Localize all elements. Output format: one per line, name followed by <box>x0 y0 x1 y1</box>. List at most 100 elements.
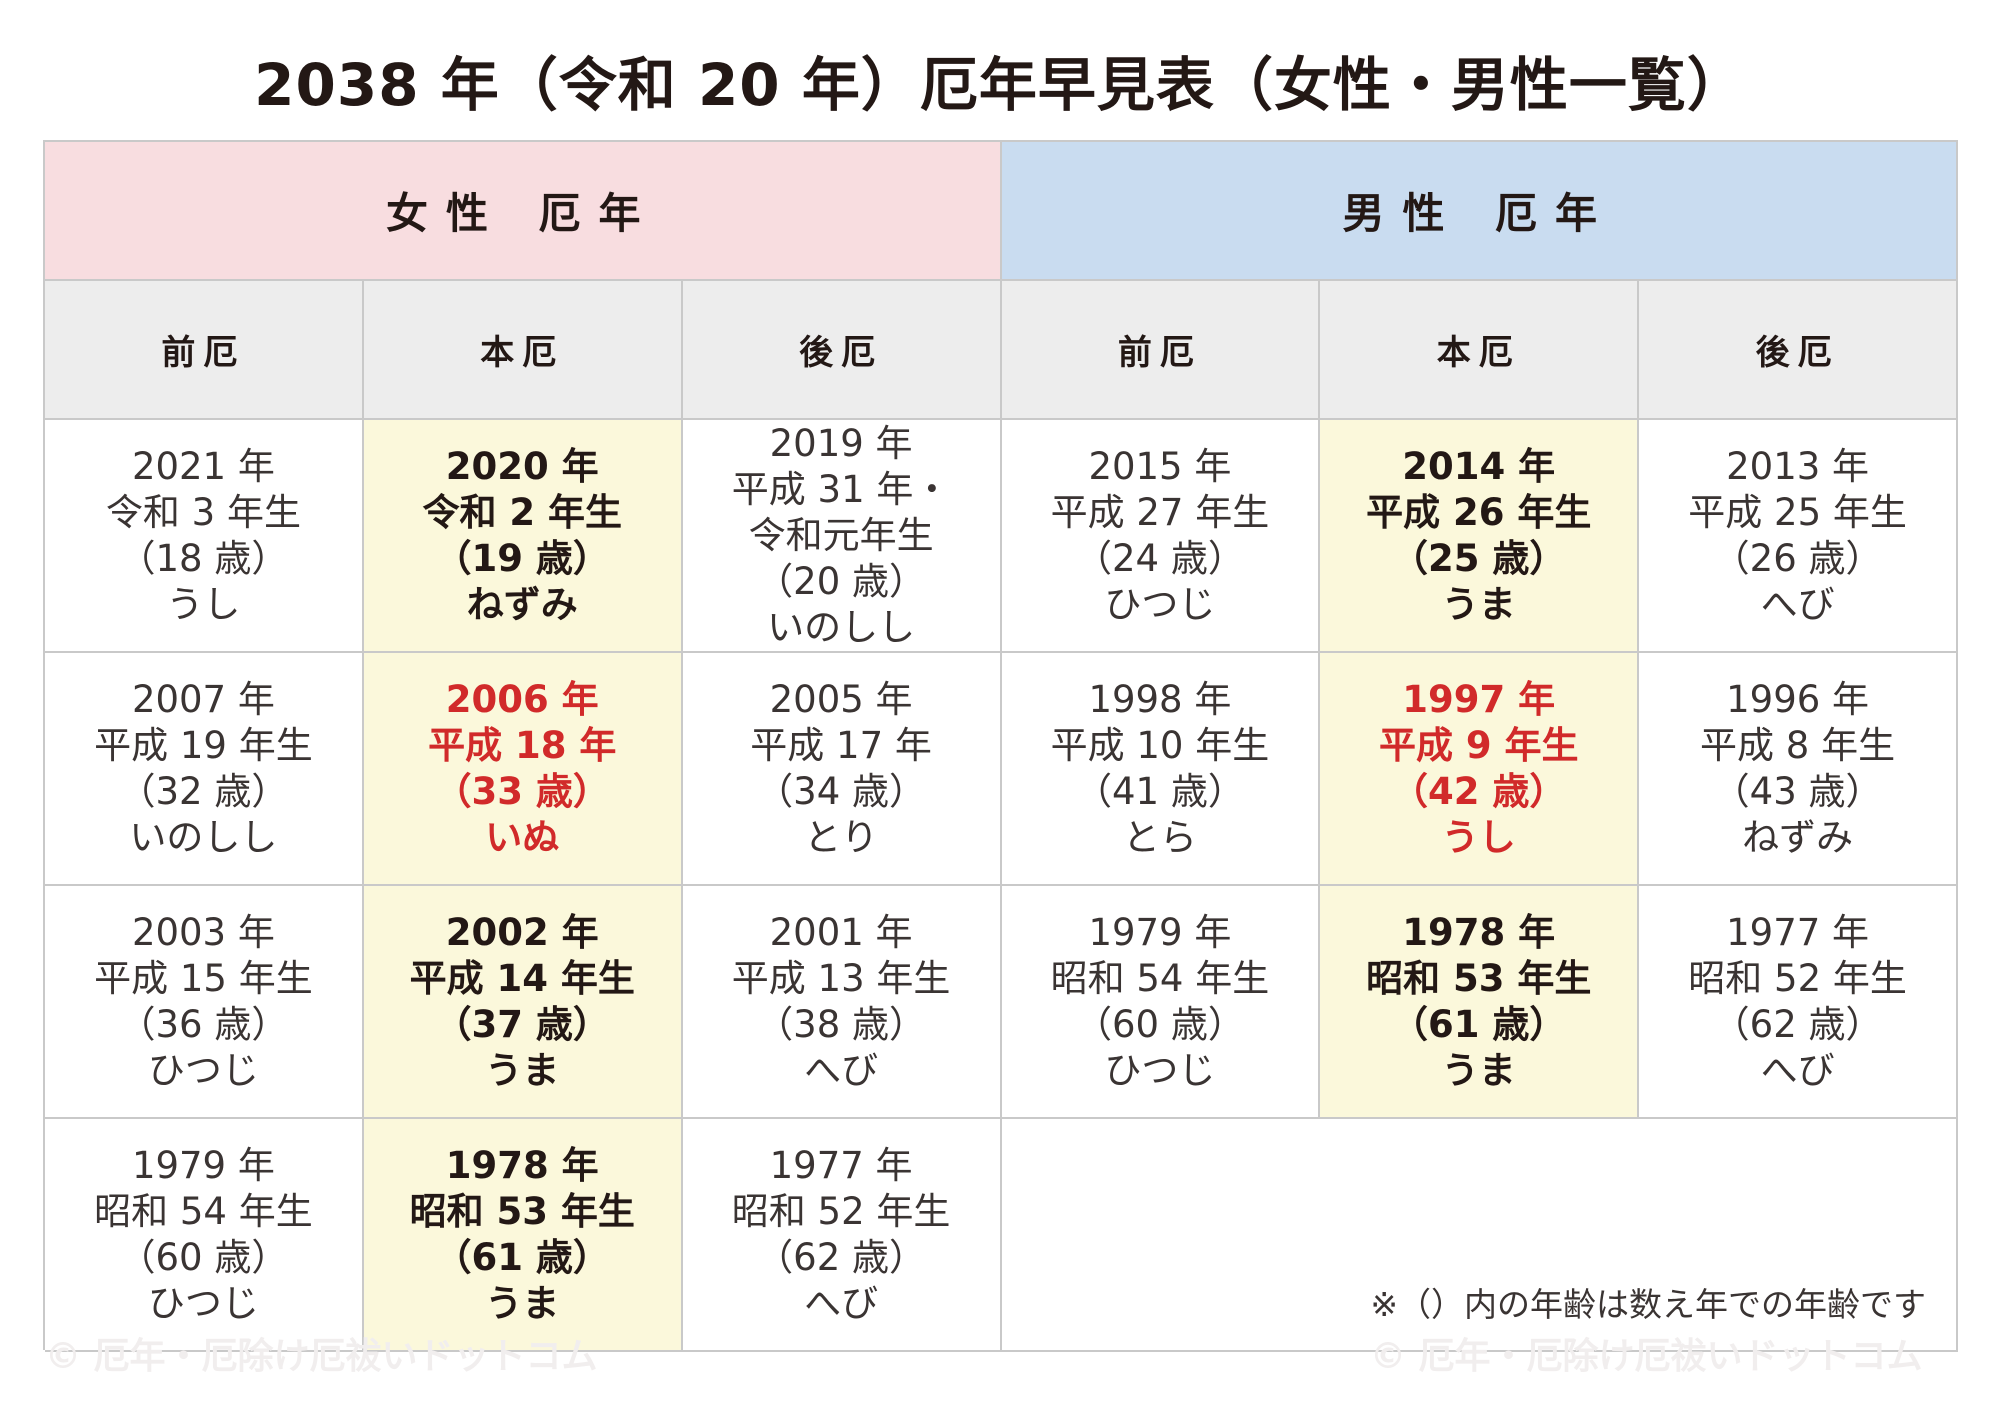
cell-line: 平成 17 年 <box>750 723 932 767</box>
cell-line: 平成 9 年生 <box>1378 723 1579 767</box>
cell-line: （20 歳） <box>756 559 926 603</box>
cell-line: うま <box>485 1048 560 1092</box>
cell-line: （37 歳） <box>434 1002 610 1046</box>
age-note: ※（）内の年齢は数え年での年齢です <box>1370 1285 1926 1324</box>
cell-line: 令和 3 年生 <box>105 490 301 534</box>
cell-line: いのしし <box>767 605 916 649</box>
female-yakudoshi-header: 女性 厄年 <box>45 142 1002 281</box>
page-title: 2038 年（令和 20 年）厄年早見表（女性・男性一覧） <box>254 51 1746 119</box>
table-cell: 2007 年 平成 19 年生 （32 歳） いのしし <box>45 653 364 886</box>
cell-line: 2005 年 <box>769 677 913 721</box>
table-cell: 2019 年 平成 31 年・ 令和元年生 （20 歳） いのしし <box>682 420 1002 653</box>
cell-line: （19 歳） <box>434 536 610 580</box>
cell-line: 平成 18 年 <box>428 723 617 767</box>
table-cell: 1977 年 昭和 52 年生 （62 歳） へび <box>682 1119 1002 1352</box>
cell-line: 1998 年 <box>1088 677 1232 721</box>
cell-line: （33 歳） <box>434 769 610 813</box>
cell-line: ひつじ <box>147 1048 259 1092</box>
cell-line: （60 歳） <box>1074 1002 1245 1046</box>
cell-line: 平成 15 年生 <box>94 956 313 1000</box>
cell-line: 1996 年 <box>1726 677 1870 721</box>
table-cell: 2015 年 平成 27 年生 （24 歳） ひつじ <box>1001 420 1321 653</box>
table-cell: 2001 年 平成 13 年生 （38 歳） へび <box>682 886 1002 1119</box>
cell-line: ねずみ <box>1742 815 1854 859</box>
cell-line: 1978 年 <box>445 1143 599 1187</box>
table-cell: 2005 年 平成 17 年 （34 歳） とり <box>682 653 1002 886</box>
cell-line: 平成 25 年生 <box>1688 490 1907 534</box>
cell-line: とり <box>804 815 879 859</box>
cell-line: とら <box>1122 815 1197 859</box>
cell-line: へび <box>1760 1048 1835 1092</box>
cell-line: ひつじ <box>147 1281 259 1325</box>
table-cell-honyaku: 1978 年 昭和 53 年生 （61 歳） うま <box>1320 886 1640 1119</box>
female-honyaku-header: 本厄 <box>363 281 683 420</box>
cell-line: へび <box>1760 582 1835 626</box>
cell-line: 1977 年 <box>769 1143 913 1187</box>
cell-line: （25 歳） <box>1391 536 1567 580</box>
table-cell-honyaku: 2020 年 令和 2 年生 （19 歳） ねずみ <box>363 420 683 653</box>
cell-line: 平成 19 年生 <box>94 723 313 767</box>
cell-line: 平成 14 年生 <box>409 956 635 1000</box>
female-atoyaku-header: 後厄 <box>682 281 1002 420</box>
table-cell-honyaku: 1978 年 昭和 53 年生 （61 歳） うま <box>363 1119 683 1352</box>
cell-line: 平成 31 年・ <box>731 467 951 511</box>
cell-line: 昭和 54 年生 <box>1050 956 1270 1000</box>
male-atoyaku-header: 後厄 <box>1639 281 1958 420</box>
male-honyaku-header: 本厄 <box>1320 281 1640 420</box>
cell-line: うし <box>166 582 241 626</box>
table-cell: 1979 年 昭和 54 年生 （60 歳） ひつじ <box>1001 886 1321 1119</box>
table-cell-honyaku: 2014 年 平成 26 年生 （25 歳） うま <box>1320 420 1640 653</box>
cell-line: 2002 年 <box>445 910 599 954</box>
cell-line: （62 歳） <box>1712 1002 1883 1046</box>
cell-line: 1979 年 <box>131 1143 275 1187</box>
cell-line: 平成 26 年生 <box>1366 490 1592 534</box>
cell-line: へび <box>804 1048 879 1092</box>
cell-line: へび <box>804 1281 879 1325</box>
table-cell: 1996 年 平成 8 年生 （43 歳） ねずみ <box>1639 653 1958 886</box>
cell-line: 昭和 52 年生 <box>1688 956 1907 1000</box>
cell-line: 2019 年 <box>769 421 913 465</box>
cell-line: 平成 27 年生 <box>1050 490 1270 534</box>
cell-line: （60 歳） <box>118 1235 289 1279</box>
table-cell-taiyaku: 1997 年 平成 9 年生 （42 歳） うし <box>1320 653 1640 886</box>
female-maeyaku-header: 前厄 <box>45 281 364 420</box>
cell-line: 1978 年 <box>1402 910 1556 954</box>
cell-line: いのしし <box>129 815 278 859</box>
cell-line: （61 歳） <box>434 1235 610 1279</box>
male-maeyaku-header: 前厄 <box>1001 281 1321 420</box>
cell-line: 昭和 54 年生 <box>94 1189 313 1233</box>
cell-line: いぬ <box>485 815 560 859</box>
cell-line: 2001 年 <box>769 910 913 954</box>
table-cell: 1998 年 平成 10 年生 （41 歳） とら <box>1001 653 1321 886</box>
cell-line: 平成 10 年生 <box>1050 723 1270 767</box>
male-yakudoshi-header: 男性 厄年 <box>1001 142 1958 281</box>
cell-line: 2015 年 <box>1088 444 1232 488</box>
table-cell-taiyaku: 2006 年 平成 18 年 （33 歳） いぬ <box>363 653 683 886</box>
cell-line: 2014 年 <box>1402 444 1556 488</box>
cell-line: うま <box>485 1281 560 1325</box>
cell-line: 平成 13 年生 <box>731 956 951 1000</box>
cell-line: うし <box>1441 815 1516 859</box>
cell-line: 令和 2 年生 <box>422 490 622 534</box>
note-cell: ※（）内の年齢は数え年での年齢です <box>1001 1119 1958 1352</box>
table-cell: 2021 年 令和 3 年生 （18 歳） うし <box>45 420 364 653</box>
cell-line: 2020 年 <box>445 444 599 488</box>
table-cell: 2013 年 平成 25 年生 （26 歳） へび <box>1639 420 1958 653</box>
cell-line: （24 歳） <box>1074 536 1245 580</box>
cell-line: 昭和 53 年生 <box>409 1189 635 1233</box>
table-cell: 1977 年 昭和 52 年生 （62 歳） へび <box>1639 886 1958 1119</box>
cell-line: 1997 年 <box>1402 677 1556 721</box>
cell-line: 2006 年 <box>445 677 599 721</box>
cell-line: （34 歳） <box>756 769 926 813</box>
cell-line: （61 歳） <box>1391 1002 1567 1046</box>
cell-line: うま <box>1441 1048 1516 1092</box>
cell-line: 昭和 53 年生 <box>1366 956 1592 1000</box>
cell-line: ひつじ <box>1104 582 1216 626</box>
cell-line: 昭和 52 年生 <box>731 1189 951 1233</box>
cell-line: 令和元年生 <box>748 513 934 557</box>
cell-line: （26 歳） <box>1712 536 1883 580</box>
cell-line: 2007 年 <box>131 677 275 721</box>
yakudoshi-table: 女性 厄年 男性 厄年 前厄 本厄 後厄 前厄 本厄 後厄 2021 年 令和 … <box>43 140 1958 1352</box>
table-cell: 2003 年 平成 15 年生 （36 歳） ひつじ <box>45 886 364 1119</box>
cell-line: 1979 年 <box>1088 910 1232 954</box>
